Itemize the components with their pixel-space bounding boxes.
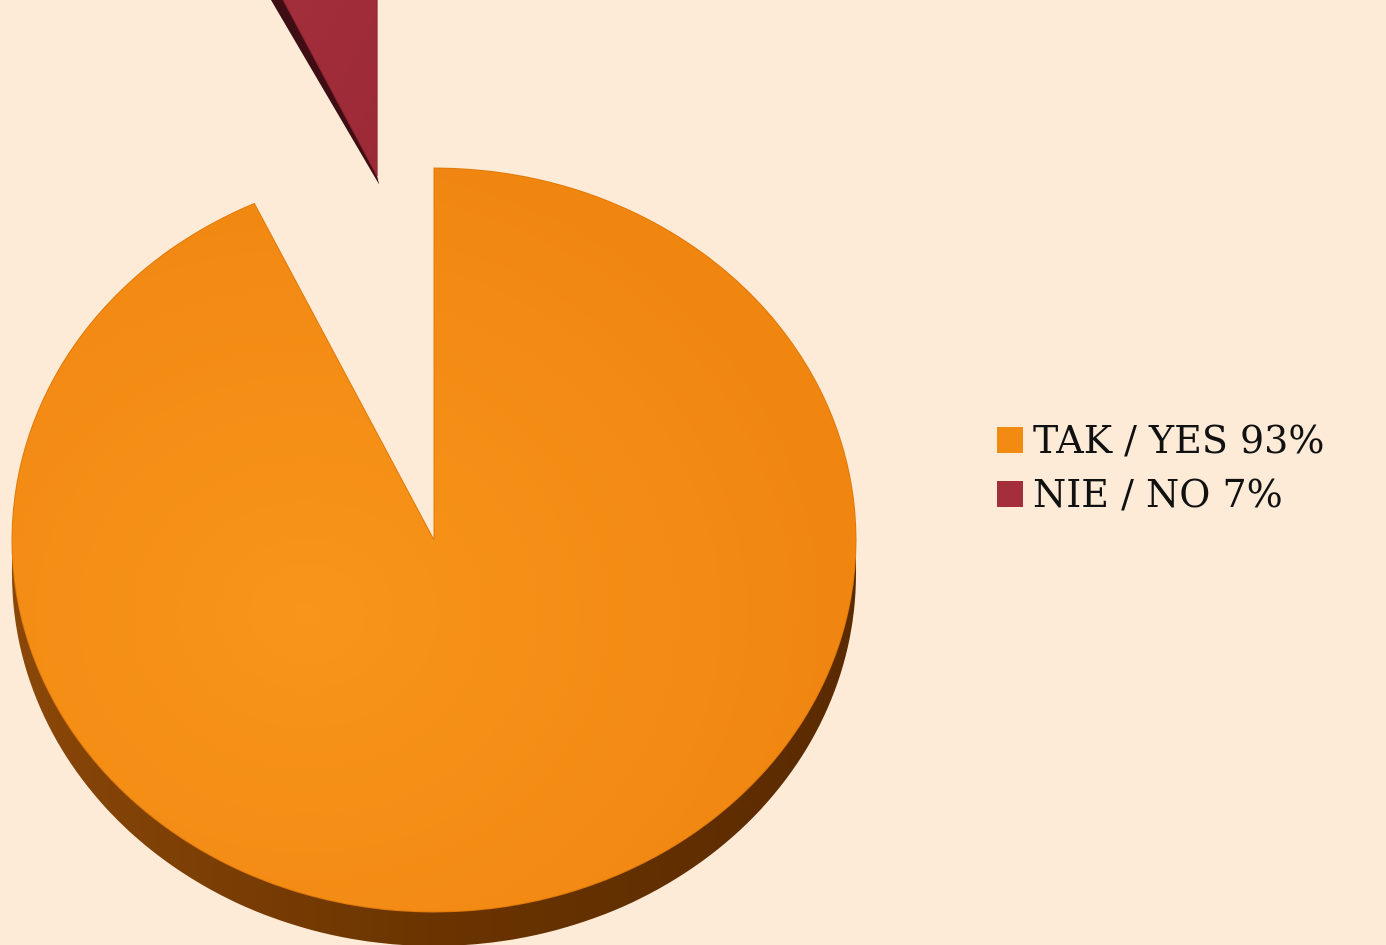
pie-slice-no <box>282 0 378 177</box>
legend-label-yes: TAK / YES 93% <box>1033 418 1325 462</box>
pie-slice-yes <box>11 167 857 913</box>
legend-item-no: NIE / NO 7% <box>997 472 1324 516</box>
legend-swatch-no <box>997 481 1023 507</box>
pie-slice-side-no <box>270 0 380 185</box>
legend-label-no: NIE / NO 7% <box>1033 472 1283 516</box>
legend-swatch-yes <box>997 427 1023 453</box>
chart-legend: TAK / YES 93% NIE / NO 7% <box>997 418 1324 526</box>
legend-item-yes: TAK / YES 93% <box>997 418 1324 462</box>
